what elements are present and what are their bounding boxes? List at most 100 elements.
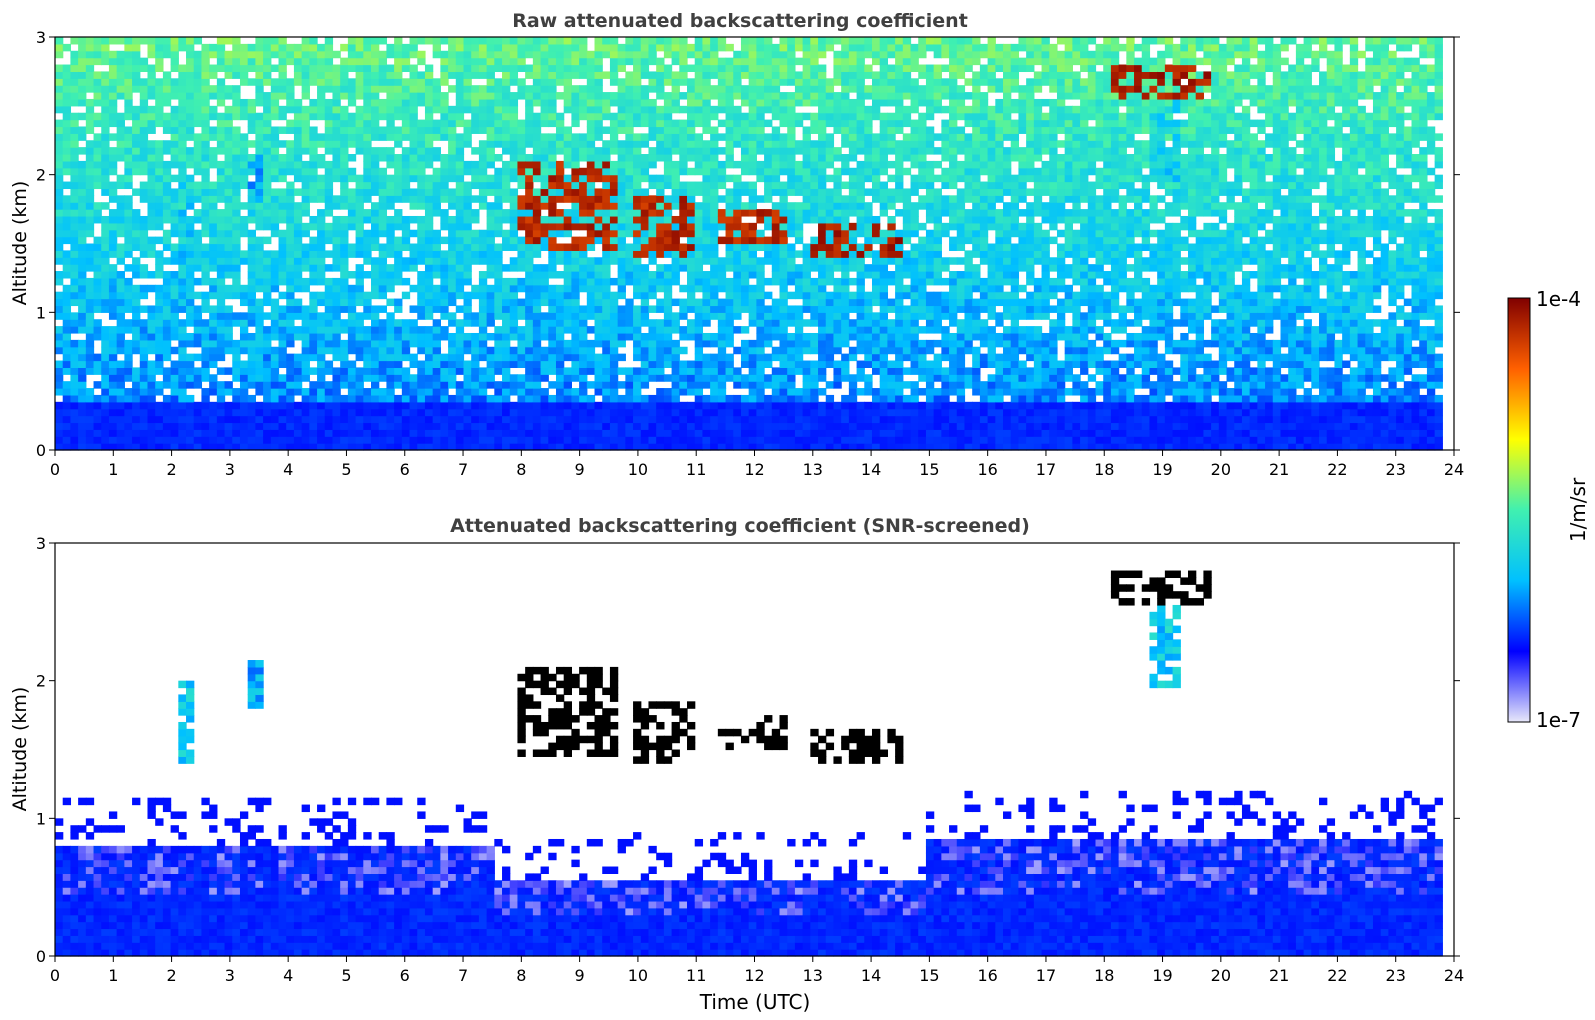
heatmap-cell: [594, 222, 603, 231]
heatmap-cell: [278, 277, 287, 286]
heatmap-cell: [278, 92, 287, 100]
heatmap-cell: [710, 126, 719, 134]
heatmap-cell: [101, 429, 110, 437]
heatmap-cell: [517, 250, 526, 258]
heatmap-cell: [594, 154, 603, 162]
heatmap-cell: [517, 298, 526, 307]
heatmap-cell: [440, 360, 449, 368]
heatmap-cell: [139, 429, 149, 437]
heatmap-cell: [301, 305, 310, 313]
heatmap-cell: [625, 305, 634, 313]
heatmap-cell: [85, 367, 95, 375]
heatmap-cell: [170, 401, 179, 410]
heatmap-cell: [270, 98, 280, 107]
heatmap-cell: [93, 284, 102, 293]
heatmap-cell: [340, 394, 349, 403]
heatmap-cell: [108, 209, 118, 217]
heatmap-cell: [609, 126, 619, 134]
heatmap-cell: [648, 195, 657, 203]
heatmap-cell: [55, 291, 64, 300]
heatmap-cell: [193, 119, 203, 128]
heatmap-cell: [494, 78, 503, 86]
heatmap-cell: [101, 408, 110, 417]
heatmap-cell: [771, 147, 781, 155]
heatmap-cell: [602, 381, 611, 389]
heatmap-cell: [548, 71, 557, 79]
heatmap-cell: [463, 443, 472, 451]
heatmap-cell: [740, 202, 750, 210]
heatmap-cell: [147, 367, 156, 375]
heatmap-cell: [309, 264, 318, 272]
heatmap-cell: [609, 381, 619, 389]
heatmap-cell: [317, 105, 326, 114]
heatmap-cell: [247, 332, 256, 341]
heatmap-cell: [317, 236, 326, 245]
heatmap-cell: [340, 408, 349, 417]
heatmap-cell: [147, 202, 156, 210]
heatmap-cell: [186, 160, 195, 169]
heatmap-cell: [733, 284, 742, 293]
heatmap-cell: [710, 312, 719, 320]
heatmap-cell: [186, 319, 195, 327]
heatmap-cell: [232, 264, 241, 272]
heatmap-cell: [671, 374, 680, 382]
heatmap-cell: [509, 119, 519, 128]
heatmap-cell: [532, 381, 542, 389]
heatmap-cell: [170, 37, 179, 45]
heatmap-cell: [239, 174, 249, 183]
heatmap-cell: [93, 271, 102, 279]
heatmap-cell: [178, 195, 187, 203]
heatmap-cell: [563, 78, 572, 86]
heatmap-cell: [309, 215, 318, 224]
heatmap-cell: [671, 346, 680, 355]
heatmap-cell: [162, 160, 172, 169]
heatmap-cell: [78, 64, 87, 73]
heatmap-cell: [455, 360, 465, 368]
heatmap-cell: [224, 264, 233, 272]
heatmap-cell: [509, 202, 519, 210]
heatmap-cell: [85, 291, 95, 300]
heatmap-cell: [209, 243, 218, 251]
heatmap-cell: [555, 229, 565, 238]
heatmap-cell: [687, 429, 696, 437]
heatmap-cell: [101, 394, 110, 403]
heatmap-cell: [671, 98, 680, 107]
heatmap-cell: [286, 181, 295, 190]
heatmap-cell: [579, 71, 588, 79]
heatmap-cell: [525, 243, 534, 251]
heatmap-cell: [332, 332, 341, 341]
heatmap-cell: [216, 195, 226, 203]
heatmap-cell: [764, 147, 773, 155]
heatmap-cell: [586, 126, 596, 134]
heatmap-cell: [424, 92, 434, 100]
heatmap-cell: [409, 78, 418, 86]
heatmap-cell: [70, 71, 79, 79]
heatmap-cell: [139, 92, 149, 100]
heatmap-cell: [702, 209, 711, 217]
heatmap-cell: [455, 85, 465, 93]
heatmap-cell: [201, 112, 210, 121]
heatmap-cell: [78, 436, 87, 444]
heatmap-cell: [263, 112, 272, 121]
heatmap-cell: [609, 305, 619, 313]
heatmap-cell: [640, 408, 650, 417]
heatmap-cell: [740, 43, 750, 52]
heatmap-cell: [663, 339, 673, 348]
heatmap-cell: [748, 436, 757, 444]
heatmap-cell: [525, 37, 534, 45]
heatmap-cell: [409, 98, 418, 107]
heatmap-cell: [710, 264, 719, 272]
heatmap-cell: [486, 147, 495, 155]
heatmap-cell: [108, 236, 118, 245]
heatmap-cell: [756, 271, 765, 279]
heatmap-cell: [155, 50, 164, 59]
heatmap-cell: [540, 415, 549, 424]
heatmap-cell: [486, 367, 495, 375]
heatmap-cell: [170, 381, 179, 389]
heatmap-cell: [663, 429, 673, 437]
heatmap-cell: [648, 174, 657, 183]
heatmap-cell: [85, 312, 95, 320]
heatmap-cell: [424, 326, 434, 334]
heatmap-cell: [93, 408, 102, 417]
heatmap-cell: [602, 353, 611, 362]
